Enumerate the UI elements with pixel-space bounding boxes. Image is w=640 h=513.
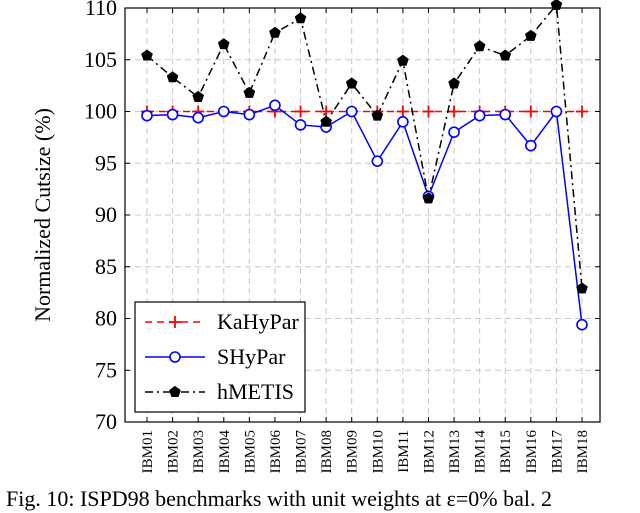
marker-pentagon xyxy=(397,54,409,66)
y-axis: 70 75 80 85 90 95 100 105 110 xyxy=(84,0,600,434)
marker-pentagon xyxy=(550,0,563,10)
series-layer xyxy=(141,0,588,331)
marker-circle xyxy=(345,105,358,118)
marker-pentagon xyxy=(473,40,486,52)
marker-pentagon xyxy=(141,49,153,61)
y-tick-label: 95 xyxy=(95,150,117,175)
marker-circle xyxy=(550,105,563,118)
marker-circle xyxy=(397,116,409,128)
marker-plus xyxy=(320,105,333,118)
y-tick-label: 75 xyxy=(95,357,117,382)
marker-circle xyxy=(192,111,204,124)
y-tick-label: 110 xyxy=(85,0,117,20)
marker-circle xyxy=(169,351,181,363)
series-shypar xyxy=(141,99,588,331)
y-tick-label: 80 xyxy=(95,306,117,331)
x-tick-label: IBM08 xyxy=(319,430,335,473)
series-line xyxy=(146,3,583,289)
marker-circle xyxy=(269,99,281,112)
y-tick-label: 70 xyxy=(95,409,117,434)
marker-pentagon xyxy=(422,192,435,204)
marker-plus xyxy=(396,105,409,118)
marker-pentagon xyxy=(169,385,181,397)
marker-circle xyxy=(576,318,588,331)
x-tick-label: IBM02 xyxy=(166,430,182,473)
marker-pentagon xyxy=(448,77,460,89)
y-tick-label: 85 xyxy=(95,254,117,279)
legend-entry: hMETIS xyxy=(145,379,294,404)
x-tick-label: IBM18 xyxy=(575,430,591,473)
x-tick-label: IBM11 xyxy=(396,430,412,473)
marker-circle xyxy=(525,139,537,152)
figure-caption: Fig. 10: ISPD98 benchmarks with unit wei… xyxy=(6,486,552,511)
legend-label: SHyPar xyxy=(217,344,286,369)
marker-circle xyxy=(217,105,230,118)
x-tick-label: IBM16 xyxy=(524,430,540,474)
marker-pentagon xyxy=(294,12,307,24)
x-tick-label: IBM15 xyxy=(498,430,514,473)
marker-circle xyxy=(499,108,512,121)
marker-plus xyxy=(524,105,537,118)
marker-circle xyxy=(141,109,153,122)
legend: KaHyPar SHyPar hMETIS xyxy=(134,301,306,413)
marker-pentagon xyxy=(320,115,332,127)
y-tick-label: 100 xyxy=(84,99,117,124)
x-tick-label: IBM06 xyxy=(268,430,284,474)
marker-circle xyxy=(243,108,256,121)
marker-plus xyxy=(448,105,461,118)
x-axis: IBM01 IBM02 IBM03 IBM04 IBM05 IBM06 IBM07 IBM08… xyxy=(140,8,591,473)
x-tick-label: IBM09 xyxy=(345,430,361,473)
marker-pentagon xyxy=(499,49,512,61)
marker-circle xyxy=(448,126,460,138)
marker-pentagon xyxy=(576,282,588,294)
y-tick-label: 105 xyxy=(84,47,117,72)
marker-pentagon xyxy=(243,86,256,98)
x-tick-label: IBM01 xyxy=(140,430,156,473)
x-tick-label: IBM12 xyxy=(421,430,437,473)
marker-pentagon xyxy=(525,29,537,41)
x-tick-label: IBM13 xyxy=(447,430,463,473)
legend-entry: KaHyPar xyxy=(145,309,300,334)
y-axis-label: Normalized Cutsize (%) xyxy=(30,108,55,322)
x-tick-label: IBM14 xyxy=(473,430,489,474)
marker-plus xyxy=(294,105,307,118)
x-tick-label: IBM07 xyxy=(294,430,310,474)
marker-pentagon xyxy=(371,109,384,121)
marker-pentagon xyxy=(269,26,281,38)
legend-label: hMETIS xyxy=(217,379,294,404)
marker-pentagon xyxy=(217,38,230,50)
legend-label: KaHyPar xyxy=(217,309,300,334)
x-tick-label: IBM05 xyxy=(242,430,258,473)
x-tick-label: IBM04 xyxy=(217,430,233,474)
marker-circle xyxy=(473,109,486,122)
marker-plus xyxy=(576,105,588,118)
legend-entry: SHyPar xyxy=(145,344,286,369)
marker-plus xyxy=(169,316,181,328)
x-tick-label: IBM03 xyxy=(191,430,207,473)
marker-plus xyxy=(422,105,435,118)
x-tick-label: IBM10 xyxy=(370,430,386,473)
marker-pentagon xyxy=(166,71,179,83)
marker-circle xyxy=(294,119,307,131)
marker-circle xyxy=(371,155,384,167)
series-hmetis xyxy=(141,0,588,294)
marker-pentagon xyxy=(345,77,358,89)
marker-pentagon xyxy=(192,90,204,102)
x-tick-label: IBM17 xyxy=(549,430,565,474)
marker-circle xyxy=(166,108,179,121)
y-tick-label: 90 xyxy=(95,202,117,227)
